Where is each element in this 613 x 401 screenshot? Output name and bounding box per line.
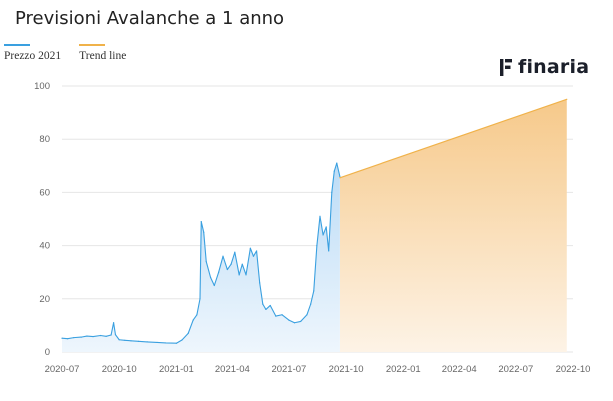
price-point bbox=[137, 340, 140, 342]
price-point bbox=[80, 336, 82, 338]
price-point bbox=[196, 314, 198, 316]
price-point bbox=[181, 339, 183, 341]
legend-swatch-trend bbox=[79, 44, 106, 46]
finaria-logo-text: finaria bbox=[518, 56, 590, 78]
price-point bbox=[300, 320, 302, 323]
price-point bbox=[222, 255, 224, 257]
price-point bbox=[200, 221, 202, 223]
x-tick-label: 2022-04 bbox=[442, 364, 477, 375]
price-point bbox=[241, 263, 243, 265]
x-tick-label: 2020-10 bbox=[102, 364, 137, 375]
price-point bbox=[319, 215, 321, 217]
price-point bbox=[73, 337, 75, 339]
price-point bbox=[252, 255, 255, 257]
price-point bbox=[199, 298, 201, 300]
price-point bbox=[313, 290, 315, 292]
price-point bbox=[110, 334, 112, 336]
price-point bbox=[275, 315, 277, 317]
price-point bbox=[66, 338, 69, 340]
price-point bbox=[213, 284, 215, 287]
price-point bbox=[209, 276, 212, 279]
price-point bbox=[310, 303, 312, 305]
y-axis-ticks: 0 20 40 60 80 100 bbox=[34, 81, 50, 358]
price-point bbox=[92, 335, 94, 338]
price-point bbox=[333, 170, 335, 172]
legend-swatch-price bbox=[4, 44, 30, 46]
x-tick-label: 2021-04 bbox=[215, 364, 250, 375]
price-point bbox=[205, 260, 207, 263]
price-point bbox=[218, 271, 220, 273]
price-point bbox=[255, 250, 258, 252]
legend-label-price: Prezzo 2021 bbox=[4, 50, 62, 62]
x-tick-label: 2020-07 bbox=[45, 364, 80, 375]
price-point bbox=[192, 319, 194, 321]
price-point bbox=[331, 191, 333, 193]
price-point bbox=[238, 274, 240, 276]
trend-point bbox=[339, 177, 341, 179]
price-point bbox=[114, 334, 117, 336]
finaria-logo: finaria bbox=[500, 56, 589, 78]
price-point bbox=[265, 308, 267, 311]
legend-item-price[interactable]: Prezzo 2021 bbox=[4, 44, 61, 62]
trend-area bbox=[339, 99, 567, 352]
price-point bbox=[293, 322, 296, 324]
price-point bbox=[288, 319, 290, 321]
price-point bbox=[165, 342, 167, 344]
price-point bbox=[61, 337, 63, 339]
y-tick-label: 0 bbox=[45, 347, 50, 358]
areas bbox=[62, 99, 567, 352]
price-point bbox=[322, 234, 324, 236]
price-point bbox=[99, 334, 102, 337]
x-axis-ticks: 2020-07 2020-10 2021-01 2021-04 2021-07 2021-… bbox=[45, 364, 591, 375]
price-point bbox=[325, 226, 327, 228]
price-point bbox=[328, 250, 330, 252]
lines bbox=[61, 98, 568, 344]
price-point bbox=[175, 342, 177, 344]
price-point bbox=[118, 339, 120, 341]
price-point bbox=[281, 314, 283, 316]
price-point bbox=[245, 274, 247, 276]
legend: Prezzo 2021 Trend line bbox=[4, 44, 126, 62]
x-tick-label: 2021-07 bbox=[271, 364, 306, 375]
price-point bbox=[269, 304, 271, 307]
legend-label-trend: Trend line bbox=[79, 50, 127, 62]
price-point bbox=[339, 175, 341, 178]
price-point bbox=[203, 231, 205, 233]
y-tick-label: 40 bbox=[39, 241, 50, 252]
price-point bbox=[146, 341, 148, 343]
price-point bbox=[112, 322, 115, 324]
price-point bbox=[306, 314, 308, 316]
price-point bbox=[226, 268, 228, 271]
legend-item-trend[interactable]: Trend line bbox=[79, 44, 126, 62]
price-point bbox=[130, 340, 132, 342]
price-point bbox=[249, 247, 251, 249]
x-tick-label: 2022-10 bbox=[556, 364, 591, 375]
price-point bbox=[187, 332, 189, 334]
x-tick-label: 2021-10 bbox=[329, 364, 364, 375]
price-point bbox=[262, 303, 264, 305]
price-point bbox=[234, 251, 236, 253]
x-tick-label: 2021-01 bbox=[159, 364, 194, 375]
chart-title: Previsioni Avalanche a 1 anno bbox=[15, 8, 285, 29]
price-point bbox=[230, 263, 232, 265]
x-tick-label: 2022-07 bbox=[498, 364, 533, 375]
price-point bbox=[156, 341, 158, 344]
x-tick-label: 2022-01 bbox=[386, 364, 421, 375]
finaria-f-icon bbox=[500, 58, 512, 76]
price-point bbox=[316, 245, 318, 247]
price-point bbox=[105, 335, 107, 337]
price-point bbox=[86, 335, 88, 337]
price-point bbox=[259, 282, 261, 284]
price-point bbox=[124, 339, 126, 341]
y-tick-label: 80 bbox=[39, 134, 50, 145]
price-point bbox=[336, 162, 338, 164]
trend-point bbox=[566, 98, 568, 100]
y-tick-label: 100 bbox=[34, 81, 50, 92]
y-tick-label: 20 bbox=[39, 294, 50, 305]
trend-line bbox=[339, 98, 567, 179]
y-tick-label: 60 bbox=[39, 187, 50, 198]
